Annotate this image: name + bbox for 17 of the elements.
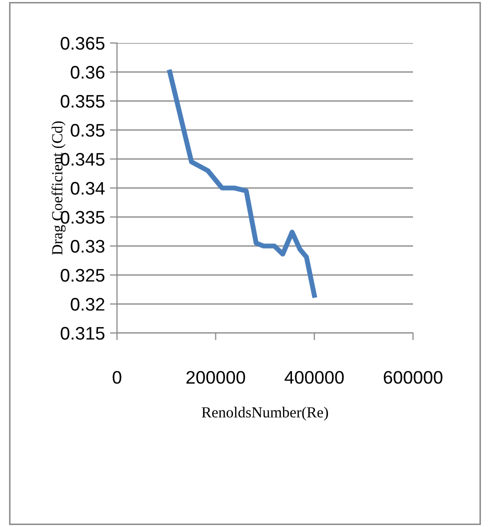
y-tick-label: 0.325 (60, 268, 104, 282)
line-series (167, 70, 317, 298)
y-tick-label: 0.35 (70, 124, 104, 137)
y-tick-label: 0.34 (70, 182, 105, 195)
y-tick-label: 0.345 (60, 152, 104, 166)
y-tick-label: 0.365 (60, 36, 104, 50)
y-tick-label: 0.335 (60, 210, 104, 224)
x-tick-label: 200000 (186, 370, 246, 384)
y-tick-label: 0.36 (70, 66, 104, 79)
x-axis-title: RenoldsNumber(Re) (202, 406, 328, 421)
y-tick-label: 0.33 (70, 240, 104, 253)
y-tick-label: 0.355 (60, 94, 104, 108)
x-tick-label: 400000 (284, 370, 344, 384)
x-tick-label: 600000 (384, 370, 442, 384)
y-tick-label: 0.315 (60, 326, 104, 340)
x-tick-label: 0 (112, 370, 122, 384)
y-tick-label: 0.32 (70, 298, 104, 311)
